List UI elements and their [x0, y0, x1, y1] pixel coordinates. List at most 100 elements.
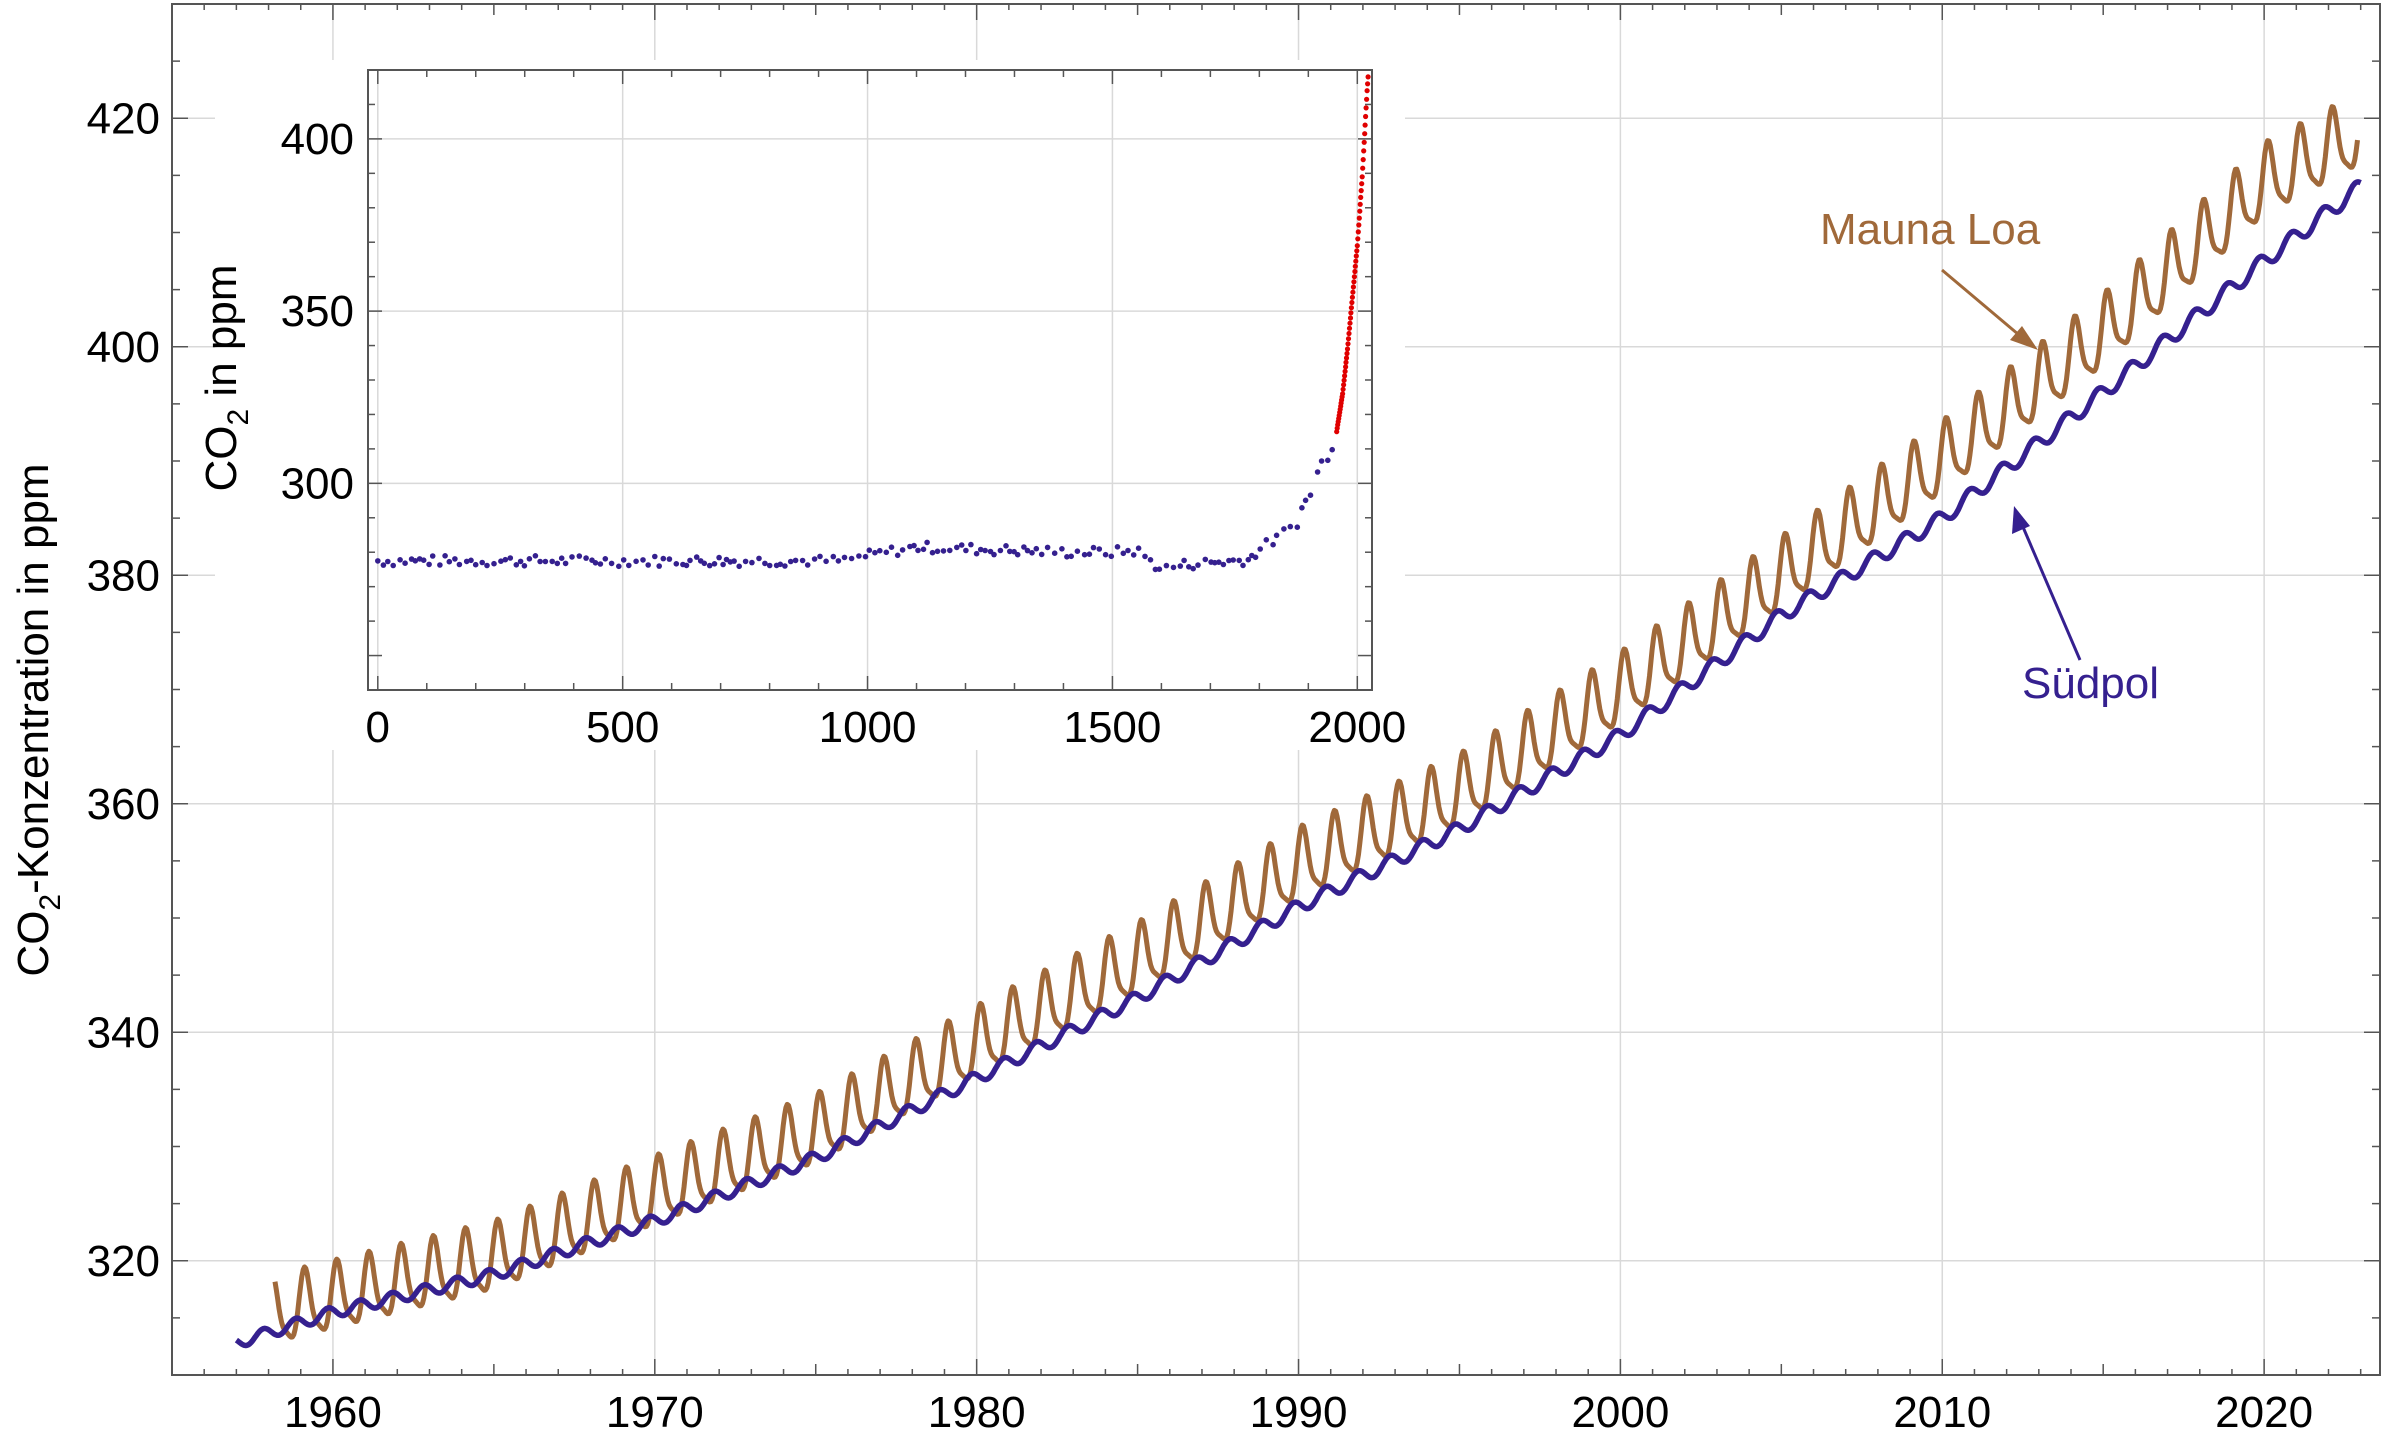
- ice-core-point: [402, 560, 408, 566]
- inset-x-tick-labels: 0 500 1000 1500 2000: [366, 703, 1407, 752]
- main-x-tick-label: 1970: [606, 1388, 704, 1437]
- ice-core-point: [1177, 563, 1184, 569]
- instrumental-point: [1342, 373, 1348, 379]
- ice-core-point: [380, 562, 387, 568]
- ice-core-point: [841, 554, 848, 561]
- main-y-tick-label: 360: [87, 780, 160, 829]
- instrumental-point: [1364, 96, 1370, 102]
- instrumental-point: [1356, 222, 1362, 228]
- suedpol-label: Südpol: [2022, 659, 2159, 708]
- ice-core-point: [982, 547, 988, 554]
- main-x-tick-label: 1990: [1250, 1388, 1348, 1437]
- ice-core-point: [1152, 566, 1159, 573]
- ice-core-point: [1252, 554, 1259, 561]
- ice-core-point: [687, 557, 693, 564]
- ice-core-point: [720, 561, 726, 568]
- ice-core-point: [640, 557, 646, 563]
- instrumental-point: [1353, 258, 1359, 264]
- ice-core-point: [799, 557, 806, 564]
- ice-core-point: [1195, 562, 1201, 568]
- ice-core-point: [491, 560, 497, 567]
- instrumental-point: [1362, 131, 1368, 137]
- ice-core-point: [883, 549, 890, 556]
- ice-core-point: [420, 557, 427, 563]
- mauna-loa-label: Mauna Loa: [1820, 205, 2041, 254]
- ice-core-point: [804, 562, 811, 568]
- instrumental-point: [1343, 359, 1349, 365]
- instrumental-point: [1350, 284, 1356, 290]
- ice-core-point: [1147, 557, 1154, 563]
- ice-core-point: [899, 547, 906, 553]
- main-y-tick-label: 320: [87, 1237, 160, 1286]
- instrumental-point: [1342, 368, 1348, 374]
- ice-core-point: [397, 557, 403, 563]
- instrumental-point: [1359, 174, 1365, 180]
- ice-core-point: [412, 558, 419, 564]
- instrumental-point: [1340, 386, 1346, 392]
- ice-core-point: [507, 555, 514, 561]
- instrumental-point: [1347, 320, 1353, 326]
- inset-frame: [367, 69, 1373, 691]
- instrumental-point: [1344, 350, 1350, 357]
- ice-core-point: [934, 548, 941, 555]
- ice-core-point: [749, 559, 755, 566]
- ice-core-point: [911, 542, 917, 549]
- ice-core-point: [1318, 458, 1325, 464]
- instrumental-point: [1358, 188, 1364, 194]
- ice-core-point: [706, 562, 713, 569]
- instrumental-point: [1346, 325, 1353, 331]
- ice-core-point: [1216, 559, 1222, 565]
- ice-core-point: [1059, 546, 1065, 552]
- instrumental-point: [1363, 113, 1369, 120]
- instrumental-point: [1363, 105, 1369, 111]
- ice-core-point: [463, 558, 470, 565]
- ice-core-point: [592, 560, 599, 566]
- ice-core-point: [502, 556, 509, 563]
- inset-y-tick-label: 350: [281, 287, 354, 336]
- ice-core-point: [777, 561, 784, 568]
- ice-core-point: [616, 563, 622, 570]
- ice-core-point: [968, 541, 974, 548]
- ice-core-point: [576, 553, 583, 559]
- instrumental-point: [1357, 201, 1363, 207]
- ice-core-point: [1202, 556, 1209, 563]
- ice-core-point: [977, 546, 984, 553]
- ice-core-point: [1314, 469, 1321, 475]
- ice-core-point: [683, 562, 690, 569]
- ice-core-point: [1024, 547, 1031, 554]
- ice-core-point: [1220, 561, 1227, 568]
- ice-core-point: [1038, 551, 1045, 558]
- inset-plot: 0 500 1000 1500 2000 300 350 400 CO2 in ppm: [197, 60, 1406, 752]
- ice-core-point: [1090, 544, 1097, 551]
- ice-core-point: [920, 546, 927, 553]
- ice-core-point: [1245, 556, 1252, 563]
- inset-points: [375, 74, 1371, 573]
- inset-y-axis-title-subscript: 2: [222, 409, 255, 426]
- main-y-tick-label: 340: [87, 1008, 160, 1057]
- inset-x-tick-label: 2000: [1308, 703, 1406, 752]
- ice-core-point: [958, 542, 965, 548]
- main-x-tick-label: 1960: [284, 1388, 382, 1437]
- instrumental-point: [1341, 382, 1347, 388]
- ice-core-point: [517, 558, 524, 565]
- ice-core-point: [583, 555, 589, 561]
- instrumental-point: [1347, 315, 1354, 321]
- ice-core-point: [693, 554, 700, 560]
- ice-core-point: [888, 544, 895, 550]
- ice-core-point: [924, 539, 930, 546]
- main-y-tick-label: 420: [87, 94, 160, 143]
- ice-core-point: [1003, 543, 1009, 549]
- instrumental-point: [1355, 229, 1361, 235]
- ice-core-point: [1163, 562, 1170, 569]
- ice-core-point: [787, 558, 794, 565]
- ice-core-point: [1281, 526, 1287, 532]
- main-y-tick-label: 380: [87, 551, 160, 600]
- ice-core-point: [1226, 557, 1232, 564]
- ice-core-point: [437, 562, 443, 568]
- inset-ticks: [368, 69, 1372, 690]
- ice-core-point: [1236, 557, 1242, 564]
- ice-core-point: [385, 558, 391, 565]
- inset-y-tick-label: 300: [281, 459, 354, 508]
- ice-core-point: [1263, 537, 1270, 543]
- ice-core-point: [1270, 541, 1276, 548]
